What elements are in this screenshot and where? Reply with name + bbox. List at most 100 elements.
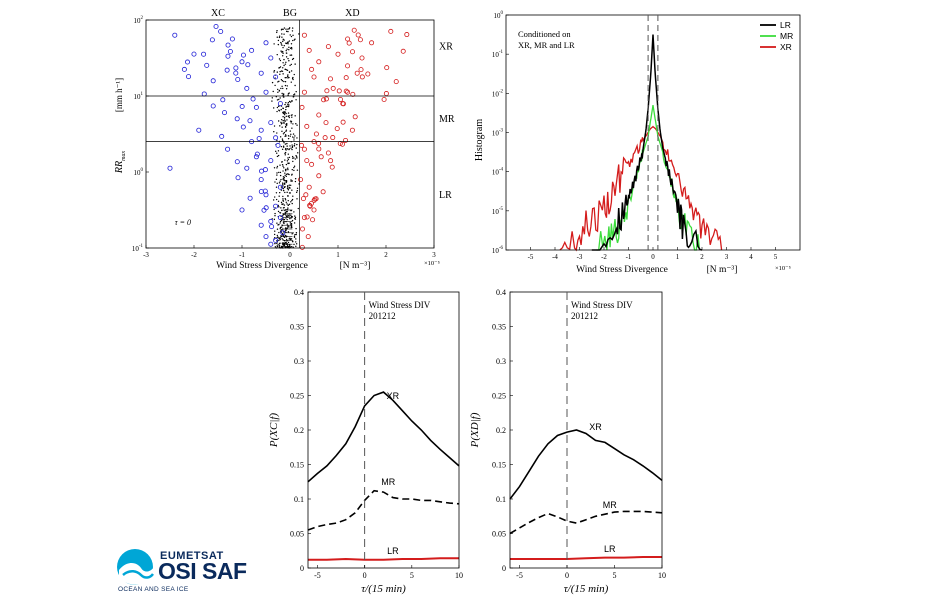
- bg-point: [287, 207, 289, 209]
- bg-point: [274, 84, 276, 87]
- x-tick-label: -1: [626, 253, 632, 261]
- bg-point: [287, 167, 289, 169]
- point-xc: [258, 222, 264, 228]
- y-tick-label: 0.25: [492, 392, 506, 401]
- bg-point: [286, 119, 288, 121]
- bg-point: [293, 243, 295, 246]
- bg-point: [283, 118, 286, 120]
- bg-point: [295, 238, 297, 240]
- bg-point: [293, 236, 296, 238]
- bg-point: [285, 168, 287, 170]
- point-xc: [262, 188, 268, 194]
- bg-point: [284, 111, 287, 113]
- bg-point: [282, 145, 285, 147]
- bg-point: [295, 233, 297, 236]
- point-xc: [219, 133, 225, 139]
- bg-point: [284, 197, 286, 200]
- bg-point: [287, 189, 290, 191]
- bg-point: [291, 202, 293, 205]
- bg-point: [280, 186, 283, 188]
- bg-point: [277, 236, 279, 238]
- bg-point: [284, 180, 286, 182]
- bg-point: [281, 70, 284, 73]
- point-xd: [299, 104, 305, 110]
- bg-point: [288, 104, 290, 106]
- bg-point: [280, 108, 282, 111]
- bg-point: [282, 187, 285, 190]
- bg-point: [276, 132, 278, 134]
- point-xc: [253, 154, 259, 160]
- bg-point: [277, 210, 280, 213]
- point-xc: [253, 104, 259, 110]
- point-xc: [273, 237, 279, 243]
- point-xd: [355, 32, 361, 38]
- bg-point: [285, 49, 287, 52]
- bg-point: [278, 245, 281, 247]
- point-xd: [313, 131, 319, 137]
- bg-point: [290, 246, 293, 248]
- bg-point: [290, 222, 293, 225]
- point-xd: [309, 66, 315, 72]
- x-tick-label: -2: [191, 251, 197, 259]
- bg-point: [284, 148, 287, 150]
- point-xd: [340, 119, 346, 125]
- bg-point: [290, 43, 293, 45]
- bg-point: [296, 157, 298, 159]
- point-xd: [305, 234, 311, 240]
- point-xd: [365, 71, 371, 77]
- point-xd: [346, 40, 352, 46]
- bg-point: [286, 148, 289, 150]
- bg-point: [283, 80, 285, 83]
- bg-point: [282, 52, 284, 54]
- x-axis-label: Wind Stress Divergence: [576, 265, 668, 275]
- point-xc: [186, 74, 192, 80]
- bg-point: [296, 198, 298, 200]
- bg-point: [282, 245, 285, 247]
- bg-point: [289, 135, 291, 137]
- histogram-axes: [505, 14, 801, 251]
- bg-point: [288, 184, 291, 186]
- bg-point: [294, 84, 296, 87]
- bg-point: [276, 29, 278, 32]
- bg-point: [286, 142, 288, 145]
- bg-point: [288, 100, 291, 103]
- bg-point: [284, 172, 286, 174]
- bg-point: [284, 84, 287, 87]
- bg-point: [286, 203, 288, 205]
- y-tick-label: 102: [134, 16, 144, 25]
- point-xd: [304, 214, 310, 220]
- bg-point: [281, 36, 283, 38]
- bg-point: [286, 245, 289, 247]
- bg-point: [284, 211, 287, 214]
- bg-point: [280, 118, 283, 121]
- y-tick-label: 0.05: [492, 530, 506, 539]
- bg-point: [279, 237, 281, 240]
- panel-title-line: 201212: [571, 311, 598, 321]
- bg-point: [293, 222, 296, 224]
- bg-point: [291, 180, 293, 182]
- point-xd: [323, 96, 329, 102]
- bg-point: [281, 226, 283, 228]
- bg-point: [280, 145, 283, 148]
- point-xc: [258, 189, 264, 195]
- bg-point: [277, 200, 280, 202]
- bg-point: [297, 152, 299, 154]
- bg-point: [283, 186, 286, 189]
- bg-point: [283, 112, 286, 114]
- point-xc: [227, 49, 233, 55]
- bg-point: [296, 169, 299, 171]
- bg-point: [289, 239, 292, 241]
- bg-point: [293, 73, 295, 76]
- bg-point: [278, 243, 281, 245]
- bg-point: [277, 39, 280, 42]
- bg-point: [284, 159, 286, 161]
- bg-point: [285, 42, 288, 45]
- point-xd: [316, 146, 322, 152]
- panel-title-line: Wind Stress DIV: [369, 300, 431, 310]
- bg-point: [289, 217, 291, 220]
- bg-point: [276, 172, 278, 174]
- x-axis-scale: ×10⁻⁵: [424, 260, 440, 267]
- point-xd: [336, 88, 342, 94]
- bg-point: [292, 76, 294, 79]
- bg-point: [277, 43, 280, 46]
